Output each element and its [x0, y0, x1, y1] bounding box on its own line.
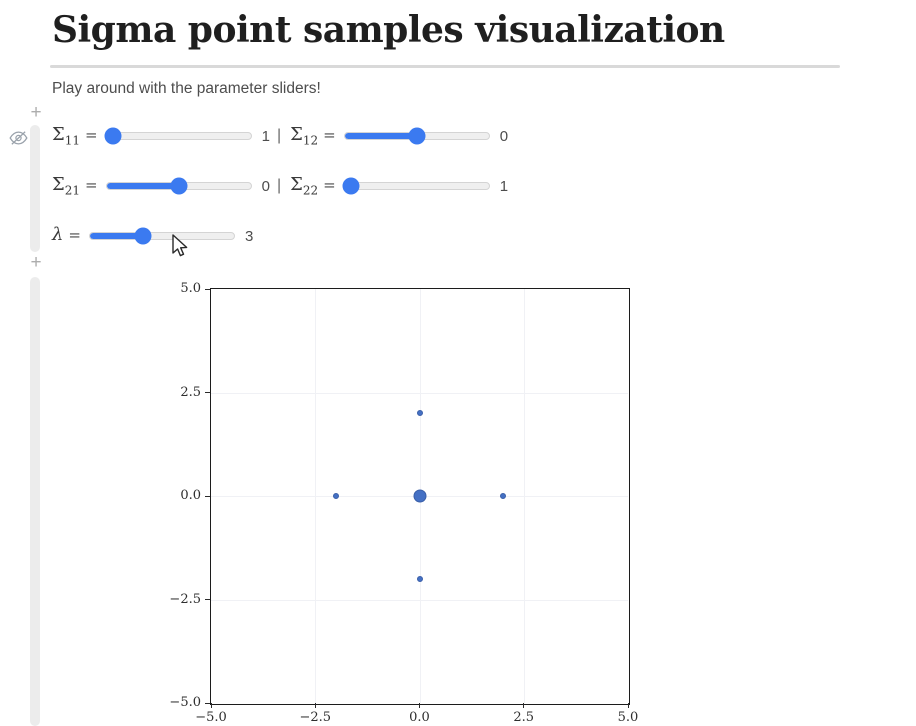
y-axis-tick-label: 2.5 — [180, 384, 201, 400]
y-axis-tick-label: 5.0 — [180, 281, 201, 296]
x-axis-tick-label: 5.0 — [617, 710, 639, 725]
slider-thumb[interactable] — [170, 177, 188, 195]
slider-thumb[interactable] — [104, 127, 122, 145]
page-title: Sigma point samples visualization — [52, 9, 725, 51]
sigma21-slider[interactable] — [105, 177, 252, 195]
data-point — [413, 489, 426, 503]
y-axis-tick — [204, 599, 210, 601]
slider-fill — [344, 133, 417, 139]
sigma12-slider[interactable] — [343, 127, 490, 145]
x-axis-tick — [314, 703, 316, 708]
slider-separator: | — [276, 177, 282, 194]
sigma21-value: 0 — [261, 177, 270, 195]
x-axis-tick-label: 0.0 — [409, 710, 430, 725]
sigma12-control: Σ12 = 0 — [290, 124, 508, 148]
data-point — [416, 410, 423, 417]
sigma11-value: 1 — [261, 127, 270, 145]
data-point — [333, 493, 340, 499]
lambda-value: 3 — [245, 227, 254, 245]
sigma21-label: Σ21 = — [52, 174, 98, 198]
y-axis-tick — [204, 495, 210, 497]
y-axis-tick — [204, 702, 210, 704]
slider-thumb[interactable] — [408, 127, 426, 145]
y-axis-tick-label: 0.0 — [180, 488, 201, 503]
lambda-control: λ = 3 — [52, 224, 253, 248]
scatter-plot: −5.0 −2.5 0.0 2.5 5.0 −5.0 −2.5 0.0 2.5 5.0 — [169, 282, 638, 725]
y-axis-tick — [204, 288, 210, 290]
sigma11-control: Σ11 = 1 — [52, 124, 270, 148]
sigma22-value: 1 — [499, 177, 509, 195]
sigma21-control: Σ21 = 0 — [52, 174, 270, 198]
cell-drag-handle[interactable] — [30, 125, 40, 252]
x-axis-tick-label: 2.5 — [513, 710, 535, 725]
slider-track[interactable] — [89, 232, 235, 240]
sigma22-label: Σ22 = — [290, 174, 336, 198]
intro-text: Play around with the parameter sliders! — [52, 80, 321, 97]
y-axis-tick-label: −5.0 — [169, 695, 201, 710]
data-point — [499, 493, 506, 499]
y-axis-tick-label: −2.5 — [169, 591, 201, 607]
sigma-row-2: Σ21 = 0 | Σ22 = 1 — [52, 172, 508, 200]
x-axis-tick — [419, 703, 421, 708]
cell-drag-handle[interactable] — [30, 277, 40, 726]
sigma-row-1: Σ11 = 1 | Σ12 = 0 — [52, 122, 508, 150]
x-axis-tick — [210, 703, 212, 708]
lambda-row: λ = 3 — [52, 222, 253, 250]
gridline — [211, 599, 628, 601]
eye-slash-icon[interactable] — [8, 128, 29, 148]
sigma11-label: Σ11 = — [52, 124, 98, 148]
slider-track[interactable] — [343, 182, 490, 190]
add-cell-button[interactable]: + — [30, 102, 42, 123]
slider-thumb[interactable] — [342, 177, 360, 195]
slider-track[interactable] — [105, 132, 252, 140]
sigma22-control: Σ22 = 1 — [290, 174, 508, 198]
sigma11-slider[interactable] — [104, 127, 252, 145]
gridline — [211, 392, 628, 394]
x-axis-tick-label: −5.0 — [195, 710, 227, 725]
lambda-slider[interactable] — [89, 227, 235, 245]
slider-fill — [90, 233, 144, 239]
y-axis-tick — [204, 392, 210, 394]
sigma12-label: Σ12 = — [290, 124, 336, 148]
lambda-label: λ = — [52, 224, 81, 246]
add-cell-button[interactable]: + — [30, 252, 42, 273]
sigma12-value: 0 — [499, 127, 509, 145]
x-axis-tick-label: −2.5 — [299, 710, 332, 725]
x-axis-tick — [523, 703, 525, 708]
sigma22-slider[interactable] — [342, 177, 490, 195]
title-divider — [50, 65, 840, 68]
slider-thumb[interactable] — [134, 227, 152, 245]
x-axis-tick — [627, 703, 629, 708]
data-point — [416, 575, 423, 582]
slider-separator: | — [276, 127, 282, 144]
slider-fill — [106, 183, 179, 189]
